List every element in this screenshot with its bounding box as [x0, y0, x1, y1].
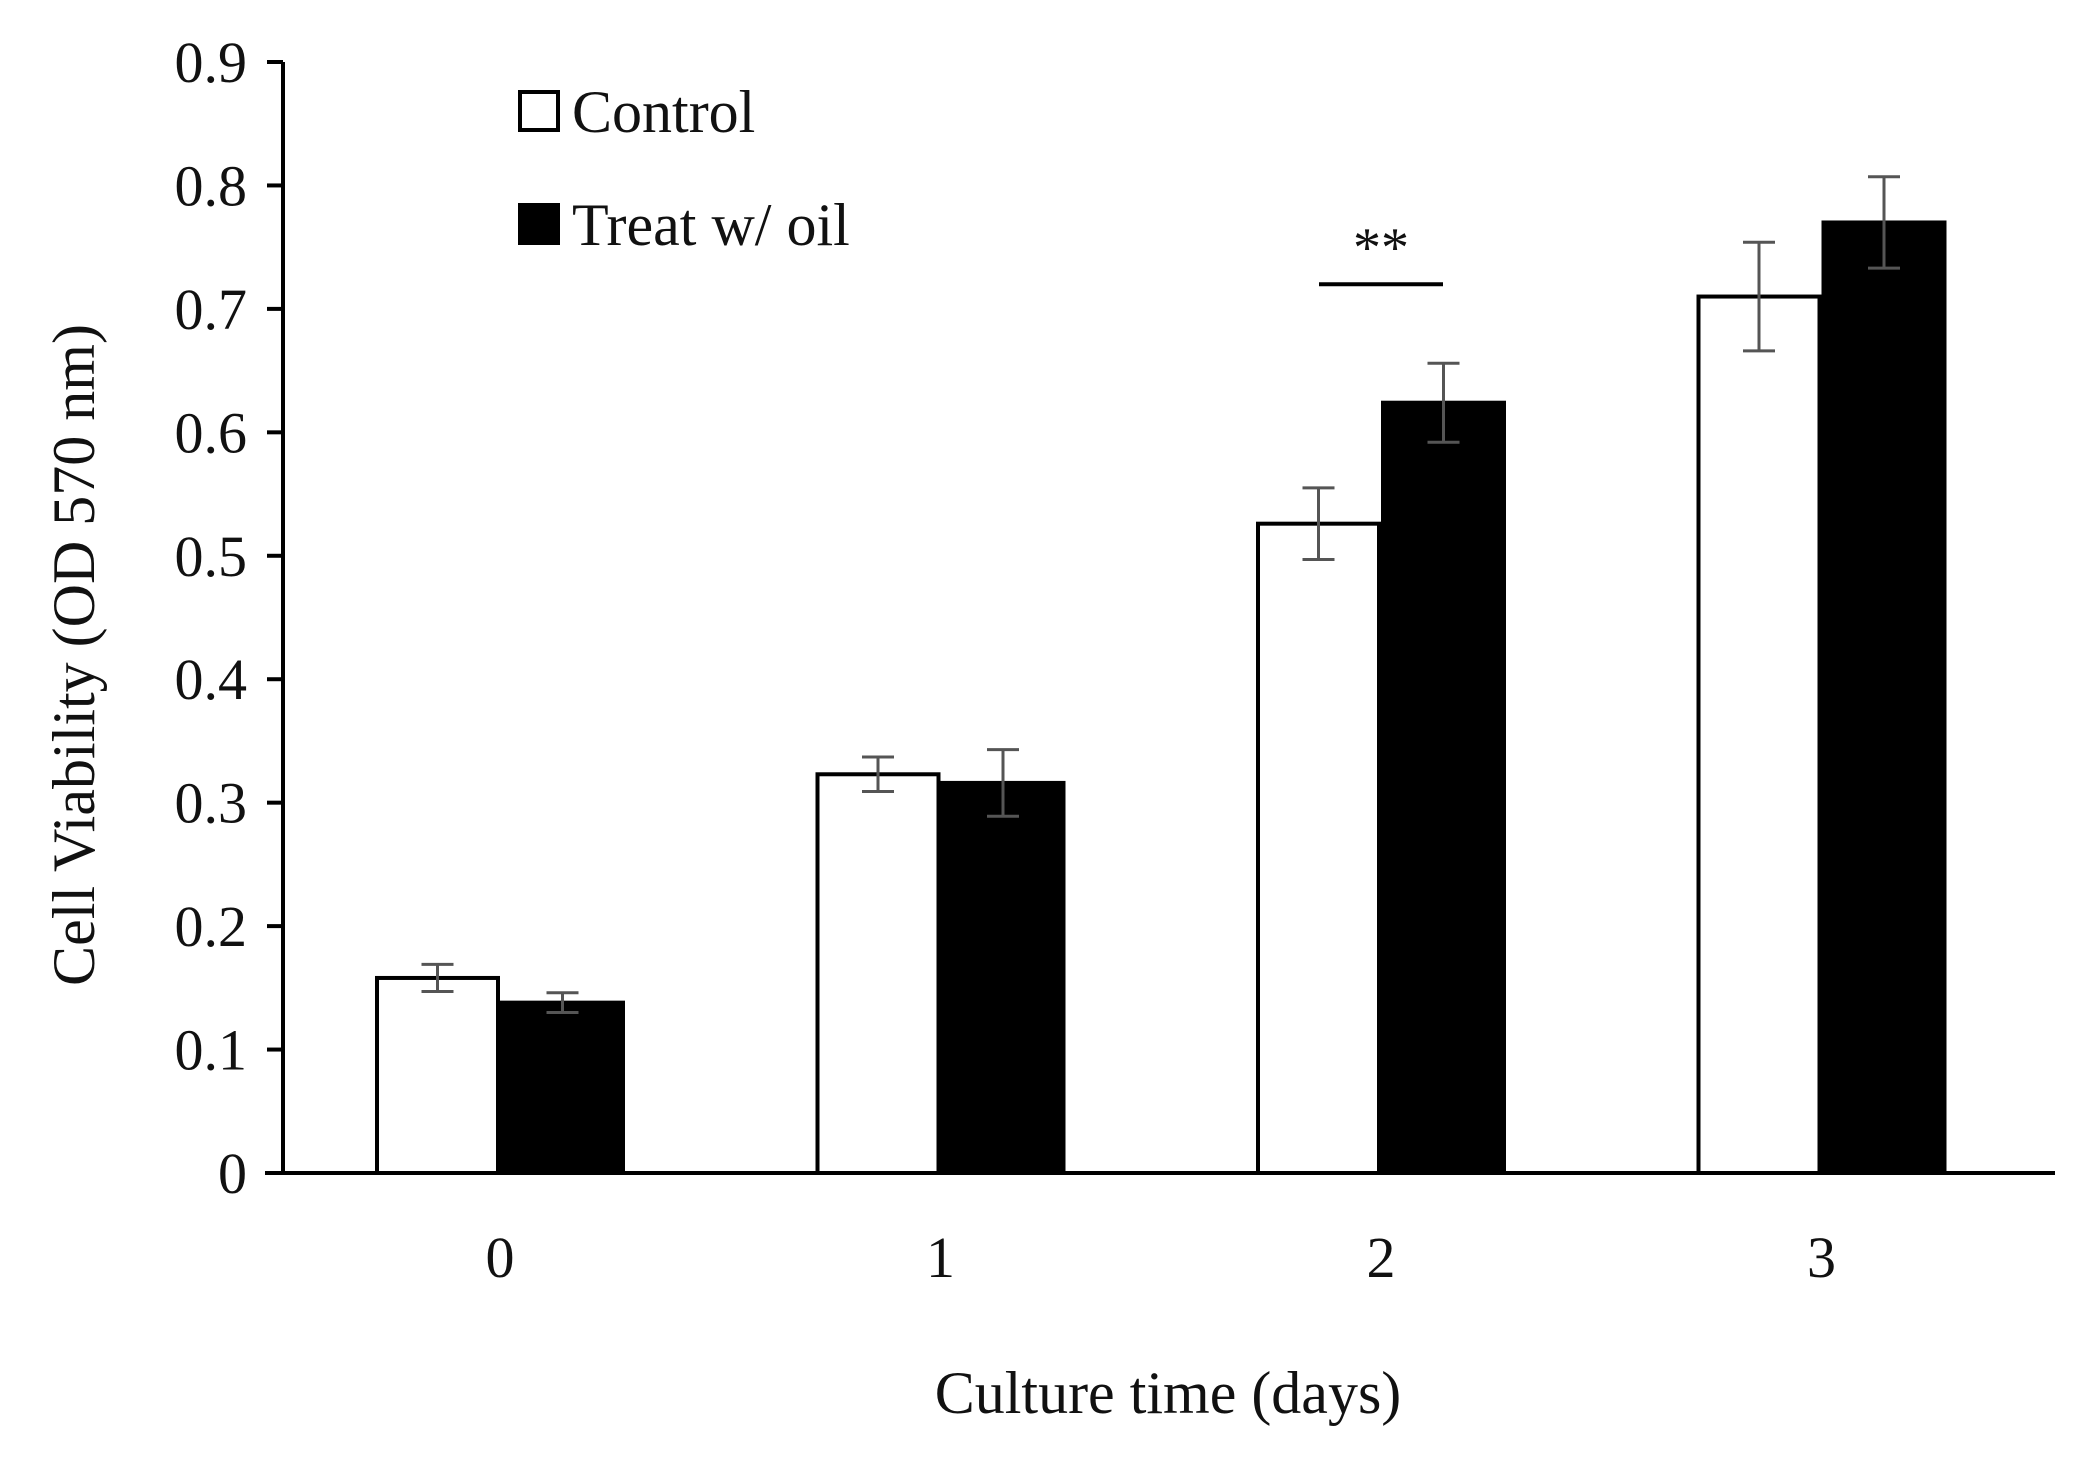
y-tick-label: 0.4 — [175, 647, 248, 712]
y-tick-label: 0.7 — [175, 277, 248, 342]
significance-label: ** — [1353, 217, 1409, 279]
y-tick-label: 0.9 — [175, 30, 248, 95]
y-tick-label: 0.2 — [175, 894, 248, 959]
error-bar-control-day-3 — [1743, 240, 1775, 353]
bar-treat-day-0 — [500, 1000, 625, 1175]
error-bar-treat-day-1 — [987, 748, 1019, 818]
error-bar-treat-day-2 — [1427, 361, 1460, 444]
x-tick-label: 1 — [926, 1225, 955, 1290]
bar-control-day-3 — [1696, 294, 1822, 1175]
bar-control-day-2 — [1256, 521, 1381, 1175]
legend-label-treat: Treat w/ oil — [572, 192, 850, 258]
legend-swatch-treat — [518, 203, 560, 245]
bar-control-day-1 — [815, 772, 941, 1175]
error-bar-treat-day-0 — [546, 991, 579, 1015]
legend-swatch-control — [518, 90, 560, 132]
error-bar-control-day-2 — [1302, 486, 1335, 561]
error-bar-control-day-0 — [421, 962, 454, 994]
x-tick-label: 3 — [1807, 1225, 1836, 1290]
y-tick-label: 0.5 — [175, 524, 248, 589]
y-axis-title: Cell Viability (OD 570 nm) — [41, 324, 107, 986]
significance-annotations: ** — [1319, 217, 1443, 287]
legend-item-treat: Treat w/ oil — [518, 192, 850, 258]
axes-layer — [265, 62, 2055, 1175]
x-tick-label: 2 — [1367, 1225, 1396, 1290]
error-bar-treat-day-3 — [1868, 175, 1900, 270]
x-tick-label: 0 — [486, 1225, 515, 1290]
x-ticks: 0 1 2 3 — [486, 1225, 1837, 1290]
error-bar-control-day-1 — [862, 755, 894, 794]
legend-item-control: Control — [518, 79, 755, 145]
bars-layer — [375, 220, 1947, 1175]
y-tick-label: 0.6 — [175, 400, 248, 465]
y-tick-label: 0.1 — [175, 1018, 248, 1083]
legend: Control Treat w/ oil — [518, 79, 850, 258]
error-bars-layer — [421, 175, 1900, 1015]
legend-label-control: Control — [572, 79, 755, 145]
y-ticks: 0 0.1 0.2 0.3 0.4 0.5 0.6 0.7 0.8 0.9 — [175, 30, 283, 1206]
x-axis-title: Culture time (days) — [935, 1360, 1402, 1426]
y-tick-label: 0.8 — [175, 153, 248, 218]
bar-treat-day-3 — [1821, 220, 1947, 1175]
bar-treat-day-2 — [1381, 400, 1506, 1175]
y-tick-label: 0 — [218, 1141, 247, 1206]
y-tick-label: 0.3 — [175, 771, 248, 836]
bar-control-day-0 — [375, 975, 500, 1175]
bar-treat-day-1 — [940, 780, 1066, 1175]
